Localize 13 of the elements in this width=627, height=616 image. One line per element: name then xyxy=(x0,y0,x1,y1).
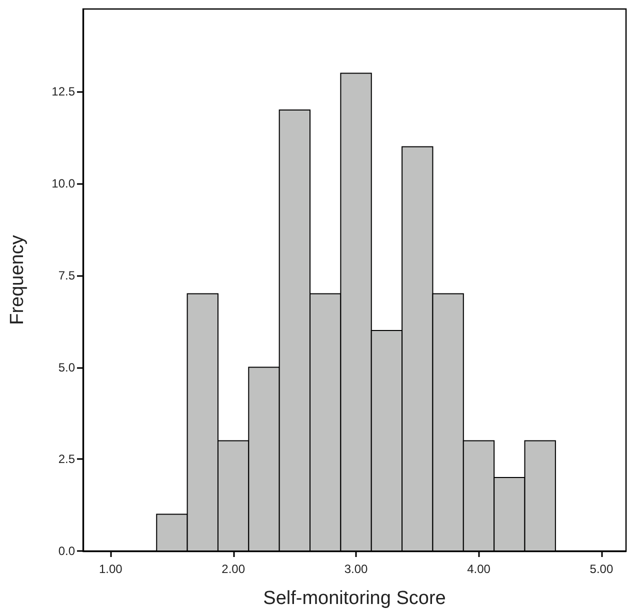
x-tick-label: 4.00 xyxy=(467,562,491,576)
x-tick-label: 2.00 xyxy=(222,562,246,576)
y-axis-title: Frequency xyxy=(7,234,28,325)
x-tick-label: 1.00 xyxy=(98,562,123,576)
y-tick-label: 2.5 xyxy=(58,452,76,466)
y-tick-label: 0.0 xyxy=(58,544,76,558)
y-tick-label: 10.0 xyxy=(52,176,76,191)
x-tick-label: 3.00 xyxy=(344,562,368,576)
y-tick-label: 5.0 xyxy=(58,360,76,374)
x-axis-title: Self-monitoring Score xyxy=(263,588,446,609)
x-tick-label: 5.00 xyxy=(590,562,614,576)
y-tick-label: 12.5 xyxy=(52,84,76,99)
y-tick-label: 7.5 xyxy=(58,268,76,282)
